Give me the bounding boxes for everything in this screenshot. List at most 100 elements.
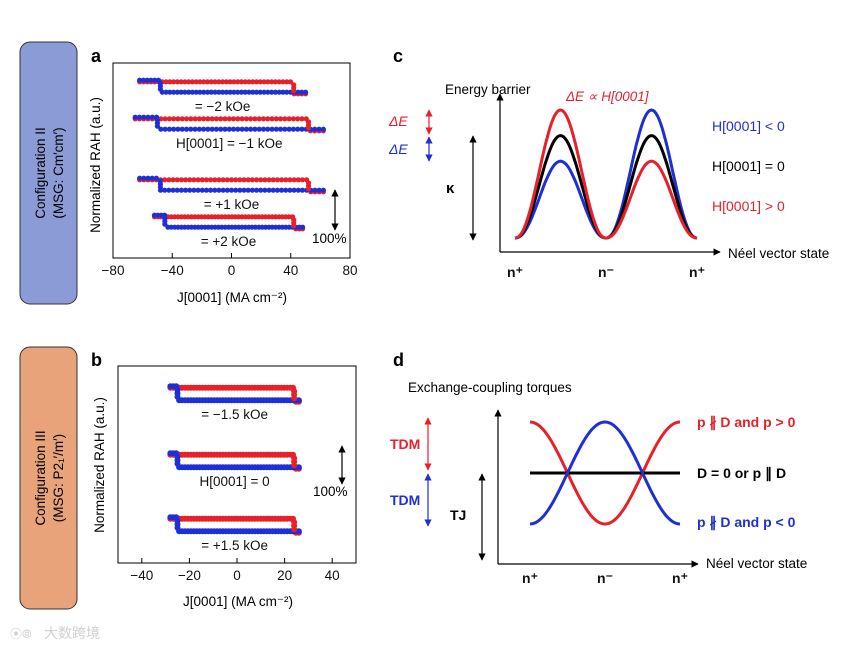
hysteresis-point bbox=[132, 114, 138, 120]
panel-c-plot: Energy barrier ΔE ∝ H[0001] Néel vector … bbox=[388, 82, 829, 280]
panel-d-title: Exchange-coupling torques bbox=[408, 380, 572, 395]
hysteresis-point bbox=[178, 177, 185, 183]
hysteresis-point bbox=[167, 89, 173, 95]
config-box-top: Configuration II (MSG: Cm′cm′) bbox=[19, 41, 78, 305]
hysteresis-point bbox=[249, 177, 255, 183]
hysteresis-point bbox=[199, 187, 205, 193]
hysteresis-point bbox=[171, 126, 177, 132]
hysteresis-point bbox=[253, 89, 260, 95]
hysteresis-point bbox=[312, 126, 318, 132]
legend-label: p ∦ D and p > 0 bbox=[697, 414, 796, 431]
config-bottom-line1: Configuration III bbox=[33, 430, 48, 525]
x-tick-label: n⁻ bbox=[598, 264, 614, 280]
hysteresis-point bbox=[290, 116, 297, 122]
hysteresis-point bbox=[287, 177, 293, 183]
config-box-bottom: Configuration III (MSG: P2₁′/m′) bbox=[19, 346, 78, 610]
hysteresis-point bbox=[258, 177, 264, 183]
hysteresis-point bbox=[196, 126, 202, 132]
hysteresis-point bbox=[189, 89, 196, 95]
hysteresis-point bbox=[220, 79, 226, 85]
hysteresis-point bbox=[208, 177, 214, 183]
hysteresis-point bbox=[228, 177, 235, 183]
hysteresis-point bbox=[265, 116, 271, 122]
x-tick-label: n⁺ bbox=[689, 264, 705, 280]
hysteresis-point bbox=[237, 187, 243, 193]
legend-label: H[0001] < 0 bbox=[712, 118, 785, 134]
hysteresis-point bbox=[266, 177, 272, 183]
hysteresis-point bbox=[278, 187, 285, 193]
legend-label: D = 0 or p ∥ D bbox=[697, 465, 786, 482]
hysteresis-point bbox=[182, 187, 189, 193]
hysteresis-point bbox=[277, 126, 284, 132]
hysteresis-point bbox=[235, 79, 241, 85]
hysteresis-point bbox=[299, 116, 305, 122]
curve-label: = −2 kOe bbox=[195, 99, 251, 114]
hysteresis-point bbox=[212, 177, 218, 183]
panel-a-xlabel: J[0001] (MA cm⁻²) bbox=[177, 290, 287, 305]
hysteresis-point bbox=[231, 89, 237, 95]
hysteresis-point bbox=[179, 116, 185, 122]
hysteresis-point bbox=[162, 177, 168, 183]
x-tick-label: −80 bbox=[102, 263, 125, 278]
hysteresis-point bbox=[148, 77, 154, 83]
x-tick-label: 40 bbox=[283, 263, 298, 278]
hysteresis-point bbox=[239, 116, 245, 122]
hysteresis-point bbox=[218, 126, 224, 132]
hysteresis-point bbox=[162, 187, 168, 193]
hysteresis-point bbox=[286, 126, 292, 132]
hysteresis-point bbox=[216, 177, 222, 183]
hysteresis-point bbox=[283, 187, 289, 193]
hysteresis-point bbox=[193, 89, 199, 95]
hysteresis-point bbox=[182, 79, 188, 85]
config-top-line1: Configuration II bbox=[33, 127, 48, 219]
hysteresis-point bbox=[212, 187, 218, 193]
hysteresis-point bbox=[157, 184, 163, 190]
hysteresis-point bbox=[188, 126, 194, 132]
hysteresis-point bbox=[227, 79, 233, 85]
torque-curve bbox=[529, 420, 681, 526]
panel-c-xlabel: Néel vector state bbox=[728, 246, 829, 261]
curve-label: = +2 kOe bbox=[201, 234, 257, 249]
hysteresis-point bbox=[237, 177, 243, 183]
hysteresis-point bbox=[208, 79, 214, 85]
hysteresis-point bbox=[154, 123, 161, 129]
hysteresis-point bbox=[187, 177, 193, 183]
hysteresis-point bbox=[258, 187, 264, 193]
hysteresis-point bbox=[299, 187, 306, 193]
hysteresis-point bbox=[212, 89, 218, 95]
panel-letter-b: b bbox=[91, 350, 102, 370]
hysteresis-point bbox=[256, 126, 262, 132]
x-tick-label: 0 bbox=[233, 568, 241, 583]
x-tick-label: n⁻ bbox=[597, 570, 613, 586]
hysteresis-point bbox=[188, 116, 194, 122]
hysteresis-point bbox=[174, 524, 181, 531]
hysteresis-point bbox=[178, 187, 185, 193]
hysteresis-point bbox=[222, 126, 228, 132]
hysteresis-point bbox=[171, 116, 177, 122]
x-tick-label: n⁺ bbox=[522, 570, 538, 586]
hysteresis-point bbox=[137, 77, 143, 83]
hysteresis-point bbox=[299, 177, 306, 183]
hysteresis-point bbox=[295, 89, 301, 95]
hysteresis-point bbox=[287, 187, 293, 193]
hysteresis-point bbox=[216, 79, 222, 85]
hysteresis-point bbox=[250, 89, 256, 95]
hysteresis-point bbox=[283, 177, 289, 183]
panel-c-annotation: ΔE ∝ H[0001] bbox=[565, 89, 650, 104]
panel-a-scale-label: 100% bbox=[312, 231, 347, 246]
hysteresis-point bbox=[242, 79, 248, 85]
hysteresis-point bbox=[235, 126, 241, 132]
hysteresis-point bbox=[152, 77, 158, 83]
panel-c-title: Energy barrier bbox=[445, 82, 531, 97]
watermark-logo-icon: ⦿⦾ bbox=[10, 627, 32, 641]
hysteresis-point bbox=[248, 116, 254, 122]
hysteresis-point bbox=[170, 187, 176, 193]
panel-d-tdm-blue-label: TDM bbox=[390, 492, 420, 508]
hysteresis-point bbox=[276, 79, 282, 85]
panel-a-plot: Normalized RAH (a.u.) J[0001] (MA cm⁻²) … bbox=[88, 62, 358, 305]
hysteresis-point bbox=[136, 114, 143, 120]
hysteresis-point bbox=[151, 212, 158, 218]
hysteresis-point bbox=[276, 89, 282, 95]
hysteresis-point bbox=[205, 116, 211, 122]
